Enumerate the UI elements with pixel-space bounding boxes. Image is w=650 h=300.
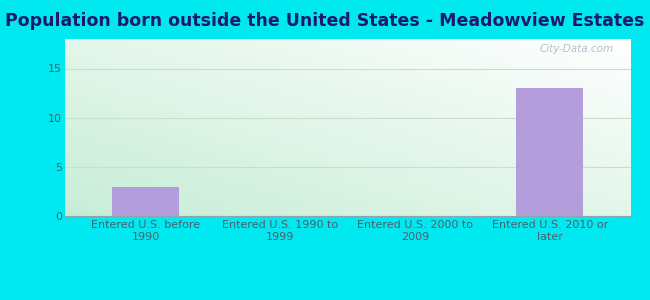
Bar bbox=[516, 88, 583, 216]
Text: City-Data.com: City-Data.com bbox=[540, 44, 614, 54]
Bar bbox=[112, 187, 179, 216]
Text: Population born outside the United States - Meadowview Estates: Population born outside the United State… bbox=[5, 12, 645, 30]
